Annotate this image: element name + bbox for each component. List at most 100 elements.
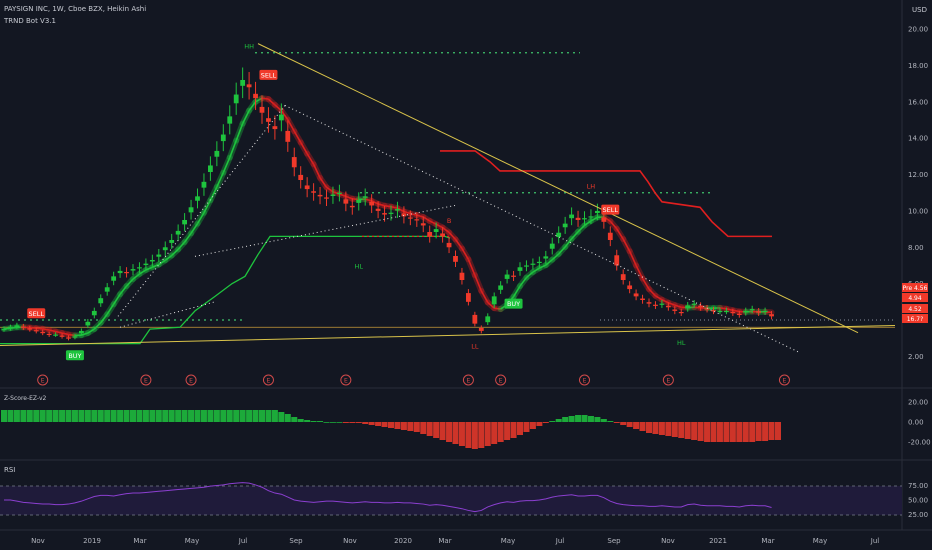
candle-body [743, 310, 749, 313]
candle-body [201, 181, 207, 188]
osc-bar [542, 422, 549, 423]
ma-ribbon-line [384, 204, 392, 208]
candle-body [362, 196, 368, 198]
time-tick-label: May [185, 537, 199, 545]
time-tick-label: Nov [661, 537, 675, 545]
osc-bar [84, 410, 91, 422]
osc-bar [155, 410, 162, 422]
ma-ribbon-line [42, 328, 50, 331]
ma-ribbon-line [661, 298, 669, 304]
candle-body [556, 232, 562, 238]
time-tick-label: Sep [607, 537, 621, 545]
candle-body [478, 328, 484, 331]
ma-ribbon-line [319, 177, 328, 188]
ma-ribbon-line [100, 313, 108, 324]
ma-ribbon-line [512, 285, 521, 298]
osc-bar [304, 420, 311, 422]
osc-bar [13, 410, 20, 422]
ma-ribbon-line [525, 271, 534, 279]
signal-badge [259, 69, 278, 80]
candle-body [491, 296, 497, 305]
signal-badge [601, 204, 620, 215]
ma-ribbon-line [628, 250, 637, 266]
osc-bar [768, 422, 775, 440]
candle-body [46, 333, 52, 336]
channel-dotted [119, 301, 216, 328]
candle-body [72, 336, 78, 338]
candle-body [601, 217, 607, 222]
ma-ribbon-line [267, 98, 276, 106]
candle-body [285, 130, 291, 142]
osc-bar [194, 410, 201, 422]
candle-body [169, 240, 175, 243]
candle-body [349, 205, 355, 208]
rsi-tick-label: 25.00 [908, 511, 928, 519]
osc-bar [736, 422, 743, 442]
osc-bar [33, 410, 40, 422]
signal-badge [65, 350, 84, 361]
candle-body [401, 213, 407, 217]
osc-bar [317, 421, 324, 422]
earnings-marker [662, 374, 674, 386]
osc-bar [117, 410, 124, 422]
time-tick-label: Mar [761, 537, 774, 545]
time-tick-label: May [813, 537, 827, 545]
ma-ribbon-line [152, 263, 160, 269]
osc-bar [162, 410, 169, 422]
ma-ribbon-line [352, 197, 359, 201]
osc-bar [581, 415, 588, 422]
osc-bar [504, 422, 511, 440]
candle-body [182, 220, 187, 225]
candle-body [582, 218, 587, 220]
signal-label-buy: BUY [507, 300, 520, 308]
signal-label-sell: SELL [603, 206, 619, 214]
candle-body [543, 256, 549, 259]
candle-body [1, 329, 7, 331]
ma-ribbon-line [577, 224, 586, 233]
earnings-marker [778, 374, 790, 386]
price-label-tag [902, 304, 928, 313]
osc-bar [613, 422, 620, 423]
osc-bar [168, 410, 175, 422]
osc-bar [775, 422, 781, 440]
osc-bar [639, 422, 646, 431]
osc-bar [188, 410, 195, 422]
earnings-marker-label: E [144, 378, 148, 385]
candle-body [66, 337, 71, 339]
ma-ribbon-line [719, 307, 727, 310]
candle-body [337, 192, 342, 194]
candle-body [220, 134, 226, 142]
earnings-marker-label: E [344, 378, 348, 385]
osc-bar [46, 410, 53, 422]
candle-body [698, 305, 703, 308]
candle-body [498, 285, 504, 290]
time-tick-label: Mar [438, 537, 451, 545]
osc-bar [336, 422, 343, 423]
earnings-marker-label: E [783, 378, 787, 385]
osc-bar [594, 417, 601, 422]
osc-bar [355, 422, 362, 423]
candle-body [149, 260, 155, 262]
ma-ribbon-line [132, 273, 140, 280]
ma-ribbon-line [48, 329, 56, 333]
ma-ribbon-line [590, 216, 598, 222]
price-label-text: 4.52 [908, 306, 922, 313]
ma-ribbon-line [732, 309, 740, 313]
osc-bar [710, 422, 717, 442]
osc-bar [136, 410, 143, 422]
ma-ribbon-line [190, 223, 199, 234]
ma-ribbon-line [377, 203, 385, 207]
candle-body [214, 150, 220, 157]
osc-bar [181, 410, 188, 422]
osc-bar [691, 422, 698, 440]
candle-body [511, 275, 516, 277]
osc-bar [284, 414, 291, 422]
candle-body [14, 325, 20, 327]
osc-bar [220, 410, 227, 422]
ma-ribbon-line [61, 332, 69, 336]
trailing-stop-bull [0, 235, 451, 345]
ma-ribbon-line [93, 322, 102, 330]
osc-bar [149, 410, 156, 422]
pivot-label: LH [587, 182, 596, 190]
